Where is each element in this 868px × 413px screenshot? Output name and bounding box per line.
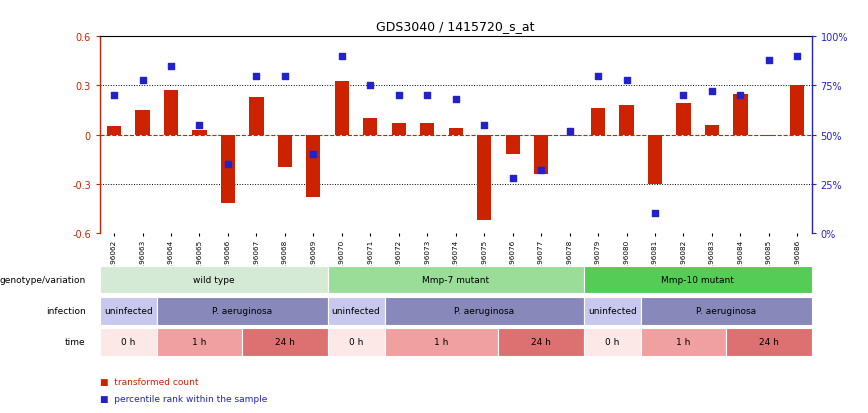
Point [278,73,292,80]
Point [534,167,548,174]
Bar [591,109,605,135]
Bar [327,297,385,325]
Text: P. aeruginosa: P. aeruginosa [696,306,756,315]
Text: uninfected: uninfected [332,306,380,315]
Point [420,93,434,100]
Point [449,97,463,103]
Point [733,93,747,100]
Bar [620,106,634,135]
Point [705,89,719,95]
Point [221,161,235,168]
Text: uninfected: uninfected [588,306,636,315]
Bar [249,97,264,135]
Text: 1 h: 1 h [434,337,449,346]
Text: Mmp-7 mutant: Mmp-7 mutant [422,275,490,284]
Bar [242,328,327,356]
Point [391,93,405,100]
Bar [534,135,549,174]
Bar [327,266,584,294]
Bar [107,127,122,135]
Text: genotype/variation: genotype/variation [0,275,86,284]
Text: ■  percentile rank within the sample: ■ percentile rank within the sample [100,394,267,403]
Point [591,73,605,80]
Title: GDS3040 / 1415720_s_at: GDS3040 / 1415720_s_at [377,20,535,33]
Text: 24 h: 24 h [759,337,779,346]
Point [107,93,121,100]
Bar [505,135,520,155]
Bar [193,131,207,135]
Bar [641,297,812,325]
Bar [385,328,498,356]
Point [620,77,634,83]
Point [364,83,378,90]
Text: 0 h: 0 h [349,337,363,346]
Text: infection: infection [46,306,86,315]
Bar [391,124,406,135]
Point [648,211,662,217]
Bar [584,328,641,356]
Bar [676,104,691,135]
Text: uninfected: uninfected [104,306,153,315]
Bar [220,135,235,204]
Text: P. aeruginosa: P. aeruginosa [212,306,273,315]
Bar [562,135,576,137]
Bar [648,135,662,184]
Bar [164,91,178,135]
Text: 1 h: 1 h [676,337,691,346]
Point [135,77,149,83]
Point [477,122,491,129]
Point [335,53,349,60]
Bar [727,328,812,356]
Text: 24 h: 24 h [275,337,295,346]
Text: Mmp-10 mutant: Mmp-10 mutant [661,275,734,284]
Point [562,128,576,135]
Point [676,93,690,100]
Point [762,57,776,64]
Text: 1 h: 1 h [193,337,207,346]
Bar [449,129,463,135]
Point [791,53,805,60]
Text: 24 h: 24 h [531,337,551,346]
Point [506,175,520,182]
Bar [477,135,491,220]
Point [193,122,207,129]
Text: 0 h: 0 h [122,337,135,346]
Bar [135,111,149,135]
Bar [733,95,747,135]
Bar [327,328,385,356]
Text: time: time [65,337,86,346]
Bar [100,297,157,325]
Text: 0 h: 0 h [605,337,620,346]
Bar [100,266,327,294]
Text: wild type: wild type [193,275,234,284]
Bar [705,126,719,135]
Bar [641,328,727,356]
Point [306,152,320,158]
Bar [790,86,805,135]
Bar [335,81,349,135]
Point [164,63,178,70]
Bar [157,297,327,325]
Bar [584,297,641,325]
Text: ■  transformed count: ■ transformed count [100,377,198,387]
Bar [157,328,242,356]
Bar [498,328,584,356]
Bar [385,297,584,325]
Bar [306,135,320,197]
Point [249,73,263,80]
Bar [278,135,292,168]
Bar [100,328,157,356]
Bar [363,119,378,135]
Bar [584,266,812,294]
Bar [420,124,434,135]
Text: P. aeruginosa: P. aeruginosa [454,306,514,315]
Bar [762,135,776,137]
